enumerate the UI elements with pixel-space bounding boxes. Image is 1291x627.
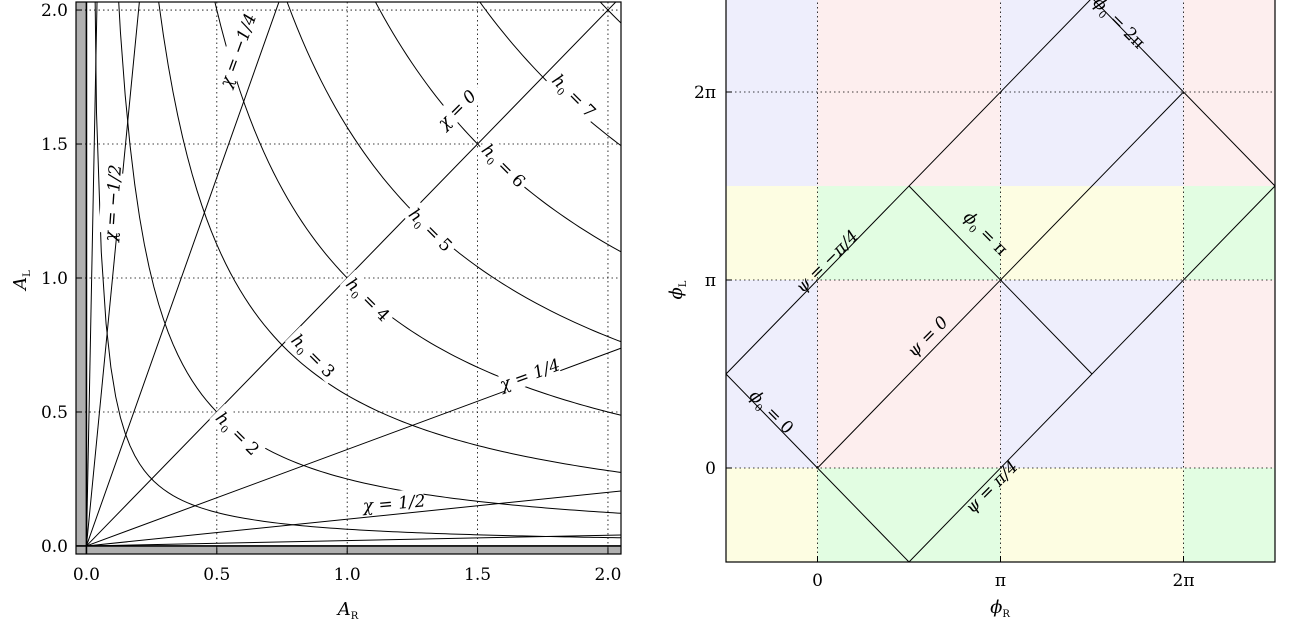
phase-cells <box>726 0 1275 562</box>
y-axis-label: AL <box>10 270 33 292</box>
h0-curve <box>158 2 621 473</box>
phase-cell <box>726 0 818 92</box>
x-tick-label: 1.5 <box>464 565 491 585</box>
annotation-chim14: χ = −1/4 <box>216 11 261 91</box>
phase-cell <box>1000 468 1184 562</box>
chi-line <box>86 490 621 547</box>
annotation-bg <box>285 326 343 384</box>
phase-cell <box>817 0 1001 92</box>
phase-cell <box>1000 0 1184 92</box>
h0-curve <box>94 2 621 539</box>
annotation-chi14: χ = 1/4 <box>496 355 563 396</box>
grid <box>76 2 621 554</box>
y-tick-label: 2π <box>694 83 716 103</box>
x-tick-label: 1.0 <box>334 565 361 585</box>
annotation-chi12: χ = 1/2 <box>361 491 426 516</box>
phase-cell <box>1000 186 1184 280</box>
phase-cell <box>817 280 1001 374</box>
y-tick-label: 1.5 <box>41 135 68 155</box>
phase-cell <box>1000 92 1184 186</box>
annotation-bg <box>209 403 268 462</box>
h0-curve <box>214 2 621 416</box>
annotation-bg <box>402 200 461 259</box>
y-tick-label: 0.5 <box>41 403 68 423</box>
h0-curve <box>118 2 621 514</box>
phase-cell <box>817 92 1001 186</box>
phase-segment <box>726 373 818 469</box>
chi-line <box>85 2 280 547</box>
phase-segment <box>1093 0 1275 187</box>
ticks: 0 π 2π 0 π 2π <box>694 83 1195 591</box>
phase-cell <box>817 186 1001 280</box>
x-tick-label: 0.5 <box>203 565 230 585</box>
phase-cell <box>817 468 1001 562</box>
annotation-bg <box>475 135 534 194</box>
y-tick-label: 0 <box>705 459 716 479</box>
chi-line <box>86 534 621 547</box>
x-axis-label: ϕR <box>990 597 1010 620</box>
annotation-bg <box>98 172 125 234</box>
x-tick-label: 2π <box>1173 571 1195 591</box>
phase-cell <box>726 186 818 280</box>
excluded-region-bottom <box>76 545 621 554</box>
x-tick-label: 2.0 <box>594 565 621 585</box>
h0-curve <box>374 2 621 253</box>
h0-curve <box>286 2 621 343</box>
chi-line <box>85 2 140 547</box>
annotation-chim12: χ = −1/2 <box>101 164 126 243</box>
annotation-bg <box>497 352 562 395</box>
phase-cell <box>1183 0 1275 92</box>
phase-cell <box>1183 280 1275 374</box>
annotation-bg <box>545 66 604 125</box>
annotations: h0 = 2h0 = 3h0 = 4h0 = 5h0 = 6h0 = 7χ = … <box>98 11 604 517</box>
phase-lines <box>726 0 1275 562</box>
annotation-bg <box>427 79 486 138</box>
x-tick-label: 0 <box>812 571 823 591</box>
annotation-bg <box>363 488 425 516</box>
y-tick-label: 2.0 <box>41 1 68 21</box>
y-tick-label: 0.0 <box>41 537 68 557</box>
x-axis-label: AR <box>336 599 359 622</box>
phase-cell <box>1000 280 1184 374</box>
y-tick-label: π <box>705 271 716 291</box>
x-tick-label: 0.0 <box>73 565 100 585</box>
phase-panel: ϕ0 = 0ϕ0 = πϕ0 = 2πψ = 0ψ = −π/4ψ = π/4 … <box>666 0 1276 620</box>
annotation-bg <box>216 17 258 82</box>
curves <box>85 2 621 547</box>
phase-cell <box>817 374 1001 468</box>
phase-cell <box>726 92 818 186</box>
annotation-bg <box>339 269 398 328</box>
phase-segment <box>908 185 1093 375</box>
phase-cell <box>1183 468 1275 562</box>
chi-line <box>85 2 98 546</box>
amplitude-panel: h0 = 2h0 = 3h0 = 4h0 = 5h0 = 6h0 = 7χ = … <box>10 1 622 622</box>
ticks: 0.0 0.5 1.0 1.5 2.0 0.0 0.5 1.0 1.5 2.0 <box>41 1 622 585</box>
h0-curve <box>599 2 621 24</box>
phase-cell <box>1000 374 1184 468</box>
y-axis-label: ϕL <box>666 280 689 299</box>
phase-segment <box>817 467 910 562</box>
phase-cell <box>726 468 818 562</box>
y-tick-label: 1.0 <box>41 269 68 289</box>
chi-line <box>86 2 617 547</box>
phase-cell <box>1183 374 1275 468</box>
x-tick-label: π <box>995 571 1006 591</box>
